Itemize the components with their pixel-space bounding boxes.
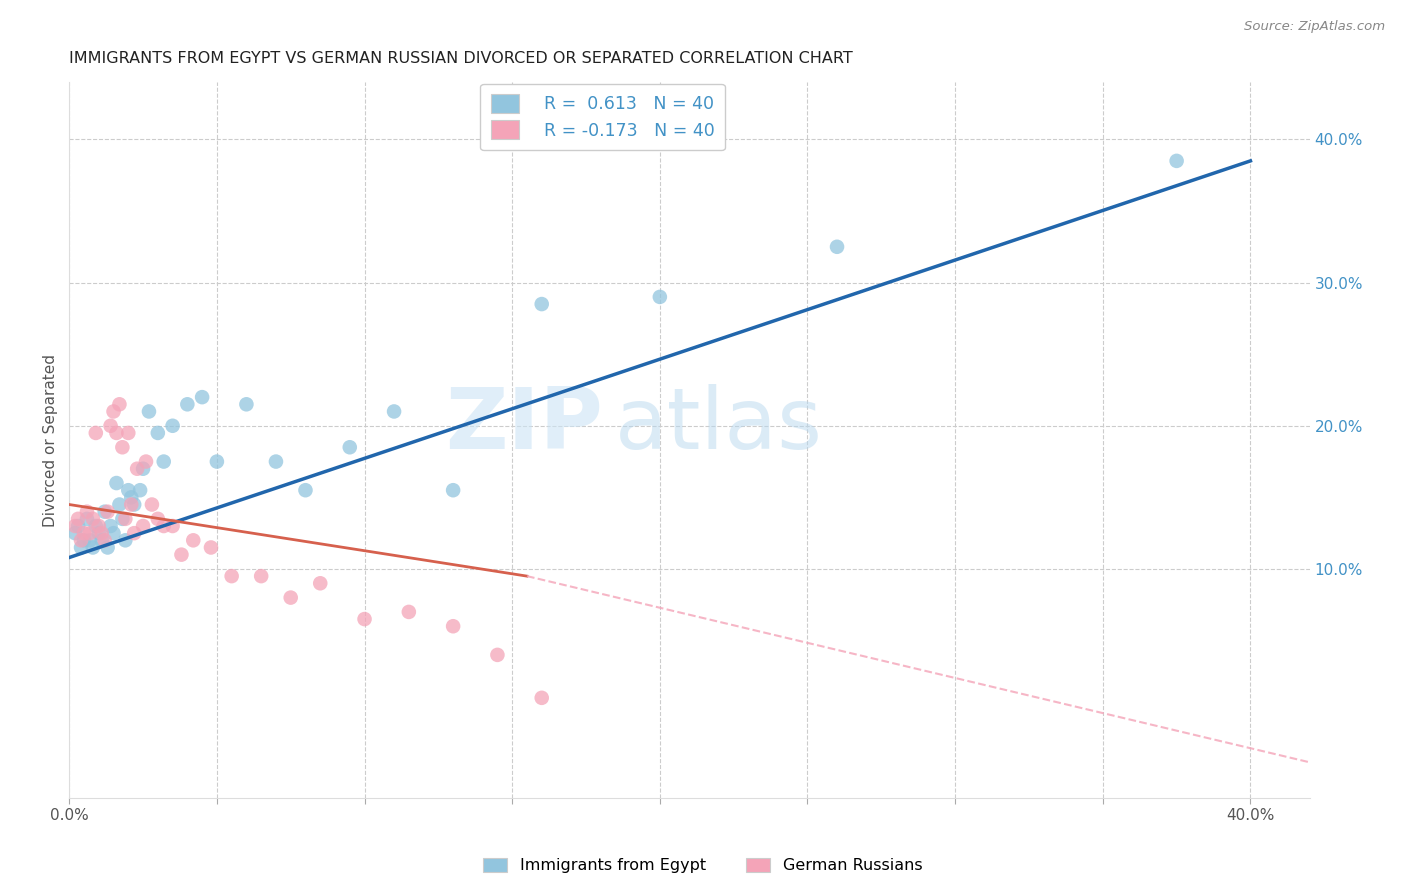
Point (105, 476, 128, 491)
Point (129, 483, 152, 498)
Point (100, 418, 122, 433)
Point (162, 519, 184, 533)
Point (264, 454, 287, 468)
Point (73, 526, 96, 541)
Point (235, 397, 257, 411)
Point (138, 404, 160, 418)
Text: Source: ZipAtlas.com: Source: ZipAtlas.com (1244, 20, 1385, 33)
Point (530, 297, 553, 311)
Point (162, 418, 184, 433)
Point (79, 526, 101, 541)
Point (100, 519, 122, 533)
Point (97, 541, 120, 555)
Point (76, 512, 98, 526)
Point (111, 512, 134, 526)
Point (87, 519, 110, 533)
Point (90, 526, 112, 541)
Point (353, 612, 375, 626)
Point (63, 526, 86, 541)
Point (181, 533, 204, 548)
Legend: Immigrants from Egypt, German Russians: Immigrants from Egypt, German Russians (477, 851, 929, 880)
Point (76, 505, 98, 519)
Point (122, 498, 145, 512)
Point (141, 498, 163, 512)
Point (132, 519, 155, 533)
Point (486, 648, 509, 662)
Y-axis label: Divorced or Separated: Divorced or Separated (44, 353, 58, 526)
Point (398, 605, 420, 619)
Point (152, 454, 174, 468)
Point (170, 548, 193, 562)
Point (280, 591, 302, 605)
Point (93, 505, 115, 519)
Point (90, 533, 112, 548)
Point (73, 533, 96, 548)
Point (200, 541, 222, 555)
Point (339, 440, 361, 454)
Legend:   R =  0.613   N = 40,   R = -0.173   N = 40: R = 0.613 N = 40, R = -0.173 N = 40 (481, 84, 724, 150)
Point (120, 491, 142, 505)
Point (70, 533, 93, 548)
Point (441, 619, 464, 633)
Point (97, 505, 120, 519)
Point (205, 454, 228, 468)
Point (82, 512, 104, 526)
Point (117, 483, 139, 498)
Point (67, 519, 90, 533)
Point (648, 290, 671, 304)
Point (530, 690, 553, 705)
Point (294, 483, 316, 498)
Point (114, 533, 136, 548)
Point (67, 512, 90, 526)
Point (135, 454, 157, 468)
Point (63, 519, 86, 533)
Point (114, 512, 136, 526)
Point (1166, 153, 1188, 168)
Text: atlas: atlas (614, 384, 823, 467)
Point (146, 512, 169, 526)
Point (152, 519, 174, 533)
Point (111, 440, 134, 454)
Point (84, 519, 107, 533)
Point (105, 425, 128, 440)
Point (309, 576, 332, 591)
Point (84, 425, 107, 440)
Point (382, 404, 405, 418)
Point (93, 533, 115, 548)
Point (221, 569, 243, 583)
Point (441, 483, 464, 498)
Point (191, 390, 214, 404)
Point (146, 425, 169, 440)
Point (70, 541, 93, 555)
Text: IMMIGRANTS FROM EGYPT VS GERMAN RUSSIAN DIVORCED OR SEPARATED CORRELATION CHART: IMMIGRANTS FROM EGYPT VS GERMAN RUSSIAN … (69, 51, 853, 66)
Point (825, 240, 848, 254)
Point (108, 498, 131, 512)
Point (132, 461, 155, 475)
Point (120, 498, 142, 512)
Point (250, 569, 273, 583)
Point (108, 397, 131, 411)
Point (82, 541, 104, 555)
Point (127, 461, 149, 475)
Point (122, 526, 145, 541)
Point (103, 404, 125, 418)
Point (117, 425, 139, 440)
Point (79, 533, 101, 548)
Text: ZIP: ZIP (444, 384, 603, 467)
Point (176, 397, 198, 411)
Point (103, 526, 125, 541)
Point (87, 526, 110, 541)
